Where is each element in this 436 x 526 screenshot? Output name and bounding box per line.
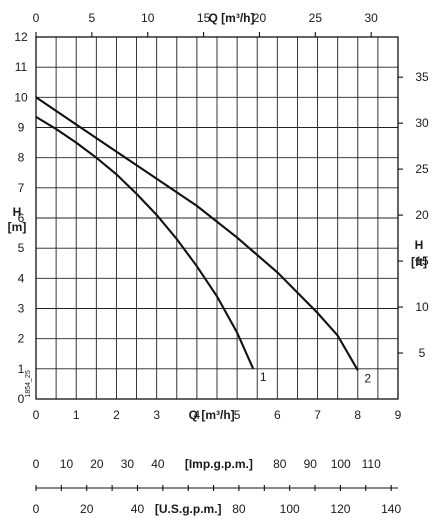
x-top-tick-label: 20 bbox=[253, 11, 267, 25]
y-left-tick-label: 1 bbox=[18, 362, 25, 376]
imp-scale-title: [Imp.g.p.m.] bbox=[185, 457, 253, 471]
x-bottom-tick-label: 5 bbox=[234, 408, 241, 422]
imp-scale-tick-label: 80 bbox=[273, 457, 287, 471]
y-left-tick-label: 4 bbox=[18, 271, 25, 285]
x-bottom-tick-label: 7 bbox=[314, 408, 321, 422]
y-right-axis-title-unit: [ft] bbox=[411, 255, 427, 269]
imp-scale-tick-label: 110 bbox=[362, 457, 381, 471]
us-scale-tick-label: 0 bbox=[33, 502, 40, 516]
y-left-axis-title-unit: [m] bbox=[8, 220, 27, 234]
imp-scale-tick-label: 40 bbox=[151, 457, 165, 471]
x-top-tick-label: 0 bbox=[33, 11, 40, 25]
x-bottom-tick-label: 8 bbox=[354, 408, 361, 422]
y-left-tick-label: 8 bbox=[18, 151, 25, 165]
x-bottom-tick-label: 0 bbox=[33, 408, 40, 422]
y-right-tick-label: 15 bbox=[415, 254, 429, 268]
y-left-tick-label: 5 bbox=[18, 241, 25, 255]
curve-1 bbox=[35, 116, 255, 370]
y-right-tick-label: 30 bbox=[415, 116, 429, 130]
us-scale-title: [U.S.g.p.m.] bbox=[155, 502, 222, 516]
y-left-tick-label: 7 bbox=[18, 181, 25, 195]
x-bottom-tick-label: 3 bbox=[153, 408, 160, 422]
grid-layer bbox=[35, 36, 399, 400]
curve-label-1: 1 bbox=[260, 370, 267, 384]
y-left-tick-label: 6 bbox=[18, 211, 25, 225]
imp-scale-tick-label: 90 bbox=[304, 457, 318, 471]
y-left-tick-label: 9 bbox=[18, 121, 25, 135]
y-left-tick-label: 2 bbox=[18, 332, 25, 346]
y-left-tick-label: 3 bbox=[18, 302, 25, 316]
x-bottom-tick-label: 2 bbox=[113, 408, 120, 422]
x-bottom-tick-label: 9 bbox=[395, 408, 402, 422]
us-scale-tick-label: 80 bbox=[232, 502, 246, 516]
y-left-tick-label: 0 bbox=[18, 392, 25, 406]
us-scale-tick-label: 140 bbox=[381, 502, 401, 516]
y-right-tick-label: 25 bbox=[415, 162, 429, 176]
y-left-tick-label: 12 bbox=[14, 30, 28, 44]
y-left-tick-label: 11 bbox=[15, 60, 28, 74]
curve-2 bbox=[35, 96, 359, 371]
us-scale-tick-label: 40 bbox=[131, 502, 145, 516]
y-right-tick-label: 35 bbox=[415, 70, 429, 84]
x-top-axis-title: Q [m³/h] bbox=[209, 11, 255, 25]
x-top-tick-label: 25 bbox=[309, 11, 323, 25]
x-bottom-tick-label: 6 bbox=[274, 408, 281, 422]
us-scale-tick-label: 120 bbox=[330, 502, 350, 516]
imp-scale-tick-label: 20 bbox=[90, 457, 104, 471]
y-left-tick-label: 10 bbox=[14, 90, 28, 104]
us-scale-tick-label: 100 bbox=[280, 502, 300, 516]
imp-scale-tick-label: 30 bbox=[121, 457, 135, 471]
label-layer: 0 1 2 3 4 5 6 7 8 9Q [m³/h]0 5 10 15 20 25 30Q [m³/h]01… bbox=[8, 11, 429, 516]
curve-layer bbox=[35, 96, 359, 371]
x-bottom-tick-label: 1 bbox=[73, 408, 80, 422]
figure-code-label: 1854_25 bbox=[25, 370, 32, 397]
curve-label-2: 2 bbox=[364, 371, 371, 385]
x-top-tick-label: 10 bbox=[141, 11, 155, 25]
plot-frame bbox=[35, 36, 399, 400]
x-bottom-axis-title: Q [m³/h] bbox=[189, 408, 235, 422]
imp-scale-tick-label: 100 bbox=[331, 457, 351, 471]
us-scale-tick-label: 20 bbox=[80, 502, 94, 516]
y-right-tick-label: 5 bbox=[419, 346, 426, 360]
y-left-axis-title-h: H bbox=[13, 205, 22, 219]
y-right-axis-title-h: H bbox=[415, 238, 424, 252]
x-top-tick-label: 30 bbox=[365, 11, 379, 25]
y-right-tick-label: 20 bbox=[415, 208, 429, 222]
x-top-tick-label: 15 bbox=[197, 11, 211, 25]
imp-scale-tick-label: 10 bbox=[60, 457, 74, 471]
x-top-tick-label: 5 bbox=[89, 11, 96, 25]
y-right-tick-label: 10 bbox=[415, 300, 429, 314]
x-bottom-tick-label: 4 bbox=[194, 408, 201, 422]
imp-scale-tick-label: 0 bbox=[33, 457, 40, 471]
